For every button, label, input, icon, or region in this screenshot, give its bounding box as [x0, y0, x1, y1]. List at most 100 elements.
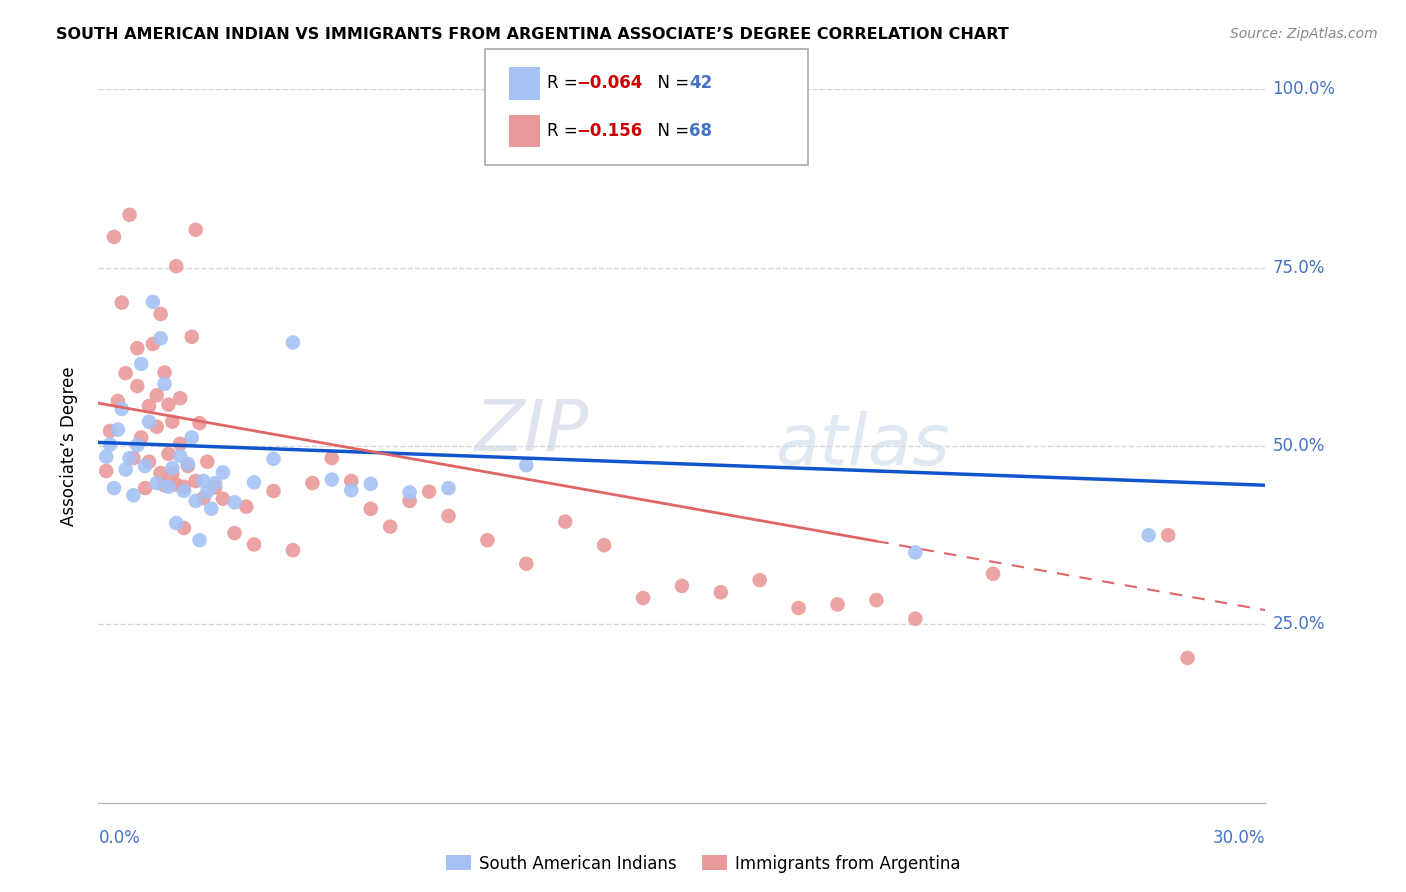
Point: [96, 464, 118, 478]
Point: [180, 430, 202, 444]
Point: [671, 579, 693, 593]
Text: −0.064: −0.064: [576, 75, 643, 93]
Point: [243, 537, 266, 551]
Point: [162, 415, 184, 429]
Point: [173, 480, 195, 494]
Point: [188, 533, 211, 548]
Point: [515, 557, 537, 571]
Point: [146, 476, 169, 491]
Text: −0.156: −0.156: [576, 121, 643, 139]
Point: [184, 474, 207, 488]
Point: [165, 516, 187, 530]
Point: [98, 424, 121, 438]
Point: [142, 337, 165, 351]
Point: [360, 476, 382, 491]
Point: [281, 335, 304, 350]
Point: [437, 481, 460, 495]
Point: [224, 526, 246, 541]
Point: [173, 521, 195, 535]
Text: 30.0%: 30.0%: [1213, 830, 1265, 847]
Point: [378, 519, 402, 533]
Point: [134, 458, 156, 473]
Point: [114, 366, 136, 380]
Point: [1157, 528, 1180, 542]
Text: atlas: atlas: [775, 411, 950, 481]
Point: [162, 461, 184, 475]
Point: [554, 515, 576, 529]
Point: [146, 388, 169, 402]
Point: [153, 366, 176, 380]
Text: N =: N =: [647, 121, 695, 139]
Point: [398, 485, 420, 500]
Text: 0.0%: 0.0%: [98, 830, 141, 847]
Point: [149, 307, 172, 321]
Point: [200, 501, 222, 516]
Point: [173, 483, 195, 498]
Point: [262, 483, 284, 498]
Point: [127, 341, 149, 355]
Point: [437, 508, 460, 523]
Point: [157, 447, 180, 461]
Point: [138, 415, 160, 429]
Text: 68: 68: [689, 121, 711, 139]
Point: [114, 462, 136, 476]
Point: [301, 476, 323, 491]
Point: [360, 501, 382, 516]
Text: R =: R =: [547, 75, 583, 93]
Point: [184, 223, 207, 237]
Point: [477, 533, 499, 548]
Point: [243, 475, 266, 490]
Point: [149, 331, 172, 345]
Point: [180, 330, 202, 344]
Point: [103, 230, 125, 244]
Point: [212, 491, 235, 506]
Point: [96, 450, 118, 464]
Point: [418, 484, 440, 499]
Point: [827, 598, 849, 612]
Text: 75.0%: 75.0%: [1272, 259, 1324, 277]
Point: [593, 538, 616, 552]
Point: [118, 451, 141, 466]
Point: [111, 401, 134, 416]
Point: [710, 585, 733, 599]
Point: [98, 437, 121, 451]
Point: [631, 591, 654, 605]
Point: [138, 399, 160, 413]
Point: [515, 458, 537, 473]
Point: [865, 593, 887, 607]
Point: [153, 376, 176, 391]
Point: [195, 484, 218, 499]
Point: [321, 473, 343, 487]
Text: ZIP: ZIP: [474, 397, 589, 467]
Point: [107, 394, 129, 409]
Point: [162, 467, 184, 481]
Point: [212, 466, 235, 480]
Point: [340, 483, 363, 498]
Point: [142, 294, 165, 309]
Point: [129, 430, 152, 444]
Point: [204, 476, 226, 491]
Text: SOUTH AMERICAN INDIAN VS IMMIGRANTS FROM ARGENTINA ASSOCIATE’S DEGREE CORRELATIO: SOUTH AMERICAN INDIAN VS IMMIGRANTS FROM…: [56, 27, 1010, 42]
Point: [153, 478, 176, 492]
Point: [134, 481, 156, 495]
Point: [177, 457, 200, 471]
Text: Source: ZipAtlas.com: Source: ZipAtlas.com: [1230, 27, 1378, 41]
Point: [1137, 528, 1160, 542]
Point: [122, 451, 145, 466]
Point: [127, 438, 149, 452]
Point: [204, 480, 226, 494]
Point: [165, 477, 187, 491]
Point: [904, 545, 927, 559]
Point: [224, 495, 246, 509]
Point: [195, 455, 218, 469]
Point: [321, 451, 343, 466]
Point: [748, 573, 770, 587]
Point: [157, 398, 180, 412]
Point: [169, 449, 191, 463]
Text: 50.0%: 50.0%: [1272, 437, 1324, 455]
Point: [193, 474, 215, 488]
Text: 100.0%: 100.0%: [1272, 80, 1336, 98]
Point: [129, 357, 152, 371]
Point: [1177, 651, 1199, 665]
Point: [188, 416, 211, 430]
